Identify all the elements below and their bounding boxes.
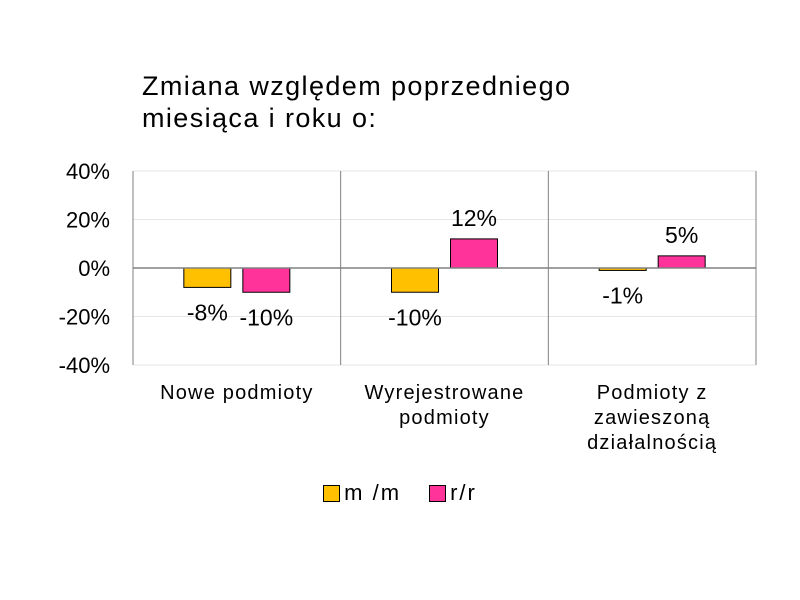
y-tick-label: -40% [59, 353, 110, 378]
legend-label-rr: r/r [450, 480, 477, 505]
bar-rr [450, 238, 498, 269]
chart-title: Zmiana względem poprzedniego miesiąca i … [142, 70, 662, 134]
bar-rr [242, 267, 291, 293]
category-label: podmioty [399, 407, 490, 429]
data-label: -8% [187, 299, 228, 325]
category-label: Nowe podmioty [160, 382, 313, 404]
category-label: działalnością [587, 432, 717, 454]
bar-mm [391, 267, 439, 293]
legend-swatch-mm [323, 484, 341, 502]
data-label: 5% [665, 222, 698, 248]
chart-title-line-1: Zmiana względem poprzedniego [142, 71, 572, 101]
y-tick-label: 20% [66, 208, 110, 233]
chart-title-line-2: miesiąca i roku o: [142, 103, 378, 133]
data-label: -10% [388, 304, 442, 330]
y-tick-label: -20% [59, 305, 110, 330]
bar-mm [183, 267, 232, 288]
legend-swatch-rr [429, 484, 447, 502]
category-label: zawieszoną [594, 407, 711, 429]
legend-item-rr: r/r [429, 480, 477, 506]
legend: m /m r/r [0, 480, 800, 506]
data-label: -10% [239, 304, 293, 330]
legend-label-mm: m /m [344, 480, 402, 505]
category-label: Podmioty z [597, 382, 708, 404]
legend-item-mm: m /m [323, 480, 401, 506]
category-label: Wyrejestrowane [364, 382, 524, 404]
y-tick-label: 40% [66, 159, 110, 184]
data-label: -1% [602, 282, 643, 308]
data-label: 12% [451, 205, 497, 231]
y-tick-label: 0% [78, 256, 110, 281]
bar-rr [657, 255, 706, 269]
